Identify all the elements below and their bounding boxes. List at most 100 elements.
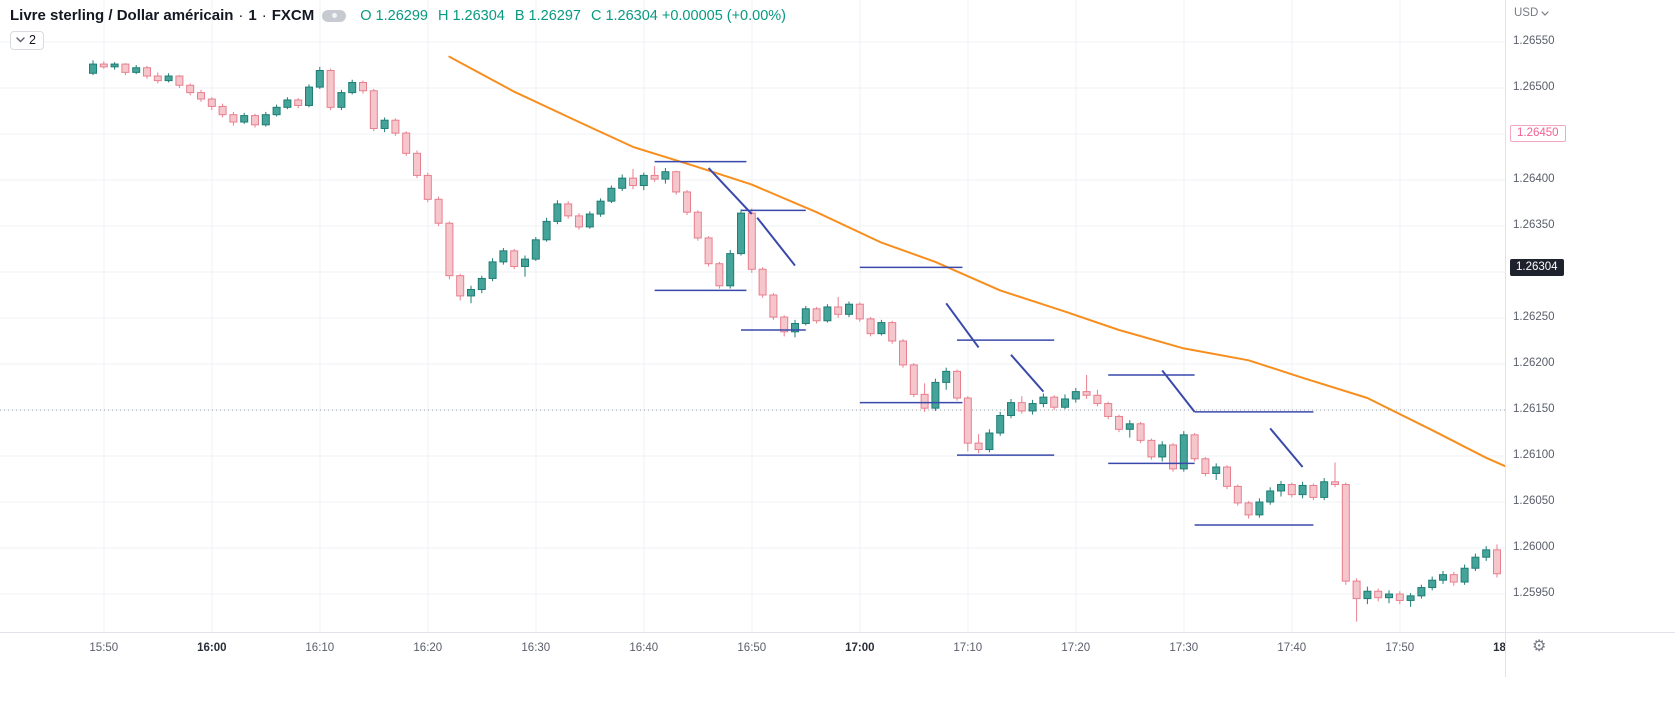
drawing-trend-line[interactable]: [707, 167, 753, 215]
candle-body: [1363, 590, 1372, 600]
candle-body: [899, 340, 907, 366]
candle-body: [1115, 415, 1123, 430]
time-axis-label: 17:50: [1385, 642, 1415, 654]
moving-average-line[interactable]: [448, 55, 1505, 482]
candle-body: [1179, 434, 1188, 470]
candle-body: [1460, 567, 1469, 583]
collapsed-count: 2: [29, 33, 36, 47]
price-axis-label: 1.26550: [1513, 35, 1555, 47]
legend: Livre sterling / Dollar américain · 1 · …: [10, 7, 786, 50]
candle-body: [683, 191, 691, 213]
candle-body: [348, 81, 357, 94]
symbol-name: Livre sterling / Dollar américain: [10, 7, 234, 24]
time-axis-label: 16:30: [521, 642, 551, 654]
candle-body: [110, 63, 119, 68]
currency-selector[interactable]: USD: [1514, 7, 1549, 19]
drawing-trend-line[interactable]: [1010, 354, 1045, 393]
time-axis-label: 16:10: [305, 642, 335, 654]
candle-body: [164, 75, 173, 82]
candle-body: [1449, 574, 1458, 583]
candle-body: [1158, 444, 1167, 458]
candle-body: [456, 275, 465, 297]
time-axis-label: 17:00: [845, 642, 875, 654]
low-label: B: [514, 7, 525, 24]
candle-body: [877, 322, 886, 335]
candle-body: [575, 215, 583, 228]
candle-body: [737, 212, 745, 255]
candle-body: [564, 203, 573, 217]
drawing-trend-line[interactable]: [1161, 369, 1196, 413]
price-axis-label: 1.26500: [1513, 81, 1555, 93]
candle-body: [175, 75, 184, 86]
candle-body: [477, 277, 486, 290]
candle-body: [272, 106, 281, 116]
candle-body: [1277, 484, 1285, 492]
exchange-label: FXCM: [271, 7, 315, 24]
candle-body: [704, 237, 713, 265]
time-axis-label: 15:50: [89, 642, 119, 654]
time-axis-label: 16:50: [737, 642, 767, 654]
candle-body: [1439, 574, 1447, 581]
candle-body: [1244, 502, 1253, 516]
candle-body: [791, 323, 799, 333]
price-axis-label: 1.26200: [1513, 357, 1555, 369]
legend-visibility-pill[interactable]: [322, 9, 347, 22]
alert-level-badge[interactable]: 1.26450: [1510, 125, 1566, 142]
candle-body: [1136, 423, 1145, 441]
price-axis[interactable]: USD 1.26450 1.26304 1.26550 1.26500 1.2640…: [1505, 0, 1675, 632]
drawing-trend-line[interactable]: [1269, 427, 1304, 468]
candle-body: [1007, 402, 1015, 417]
candle-body: [1190, 434, 1199, 460]
candle-body: [1028, 403, 1037, 412]
candle-body: [855, 303, 864, 320]
candle-body: [1266, 490, 1275, 503]
candle-body: [229, 114, 238, 123]
high-label: H: [437, 7, 449, 24]
candle-body: [153, 75, 162, 82]
candle-body: [305, 86, 313, 106]
candle-body: [650, 174, 659, 180]
candlestick-chart-canvas[interactable]: [0, 0, 1505, 632]
currency-label: USD: [1514, 7, 1539, 19]
candle-body: [1341, 484, 1350, 582]
open-label: O: [360, 7, 372, 24]
drawing-trend-line[interactable]: [756, 217, 796, 267]
candle-body: [467, 288, 475, 297]
candle-body: [423, 174, 432, 200]
close-value: 1.26304: [605, 7, 658, 24]
candle-body: [1071, 391, 1080, 400]
axis-corner: ⚙: [1505, 632, 1675, 677]
price-axis-label: 1.26400: [1513, 173, 1555, 185]
close-label: C: [590, 7, 602, 24]
chart-plot-area[interactable]: [0, 0, 1505, 632]
candle-body: [931, 381, 940, 409]
candle-body: [553, 203, 562, 222]
time-axis[interactable]: 15:50 16:00 16:10 16:20 16:30 16:40 16:50 17:00…: [0, 632, 1505, 677]
candle-body: [1298, 484, 1307, 496]
candle-body: [585, 213, 594, 228]
candle-body: [985, 432, 994, 451]
candle-body: [1233, 485, 1242, 504]
price-axis-label: 1.25950: [1513, 587, 1555, 599]
candle-body: [693, 211, 702, 239]
candle-body: [1309, 484, 1318, 498]
candle-body: [1374, 590, 1383, 599]
change-value: +0.00005: [661, 7, 723, 24]
candle-body: [380, 119, 389, 129]
candle-body: [866, 318, 875, 335]
candle-body: [1428, 579, 1437, 589]
candle-body: [1212, 466, 1221, 474]
gear-icon[interactable]: ⚙: [1532, 638, 1547, 655]
candle-body: [823, 306, 832, 322]
legend-collapse-button[interactable]: 2: [10, 31, 44, 50]
symbol-title[interactable]: Livre sterling / Dollar américain · 1 · …: [10, 7, 314, 24]
low-value: 1.26297: [528, 7, 581, 24]
drawing-trend-line[interactable]: [945, 302, 980, 349]
candle-body: [1255, 501, 1264, 516]
candle-body: [186, 84, 195, 94]
candle-body: [1395, 593, 1404, 601]
interval-label: 1: [248, 7, 257, 24]
price-axis-label: 1.26150: [1513, 403, 1555, 415]
candle-body: [1352, 580, 1361, 600]
